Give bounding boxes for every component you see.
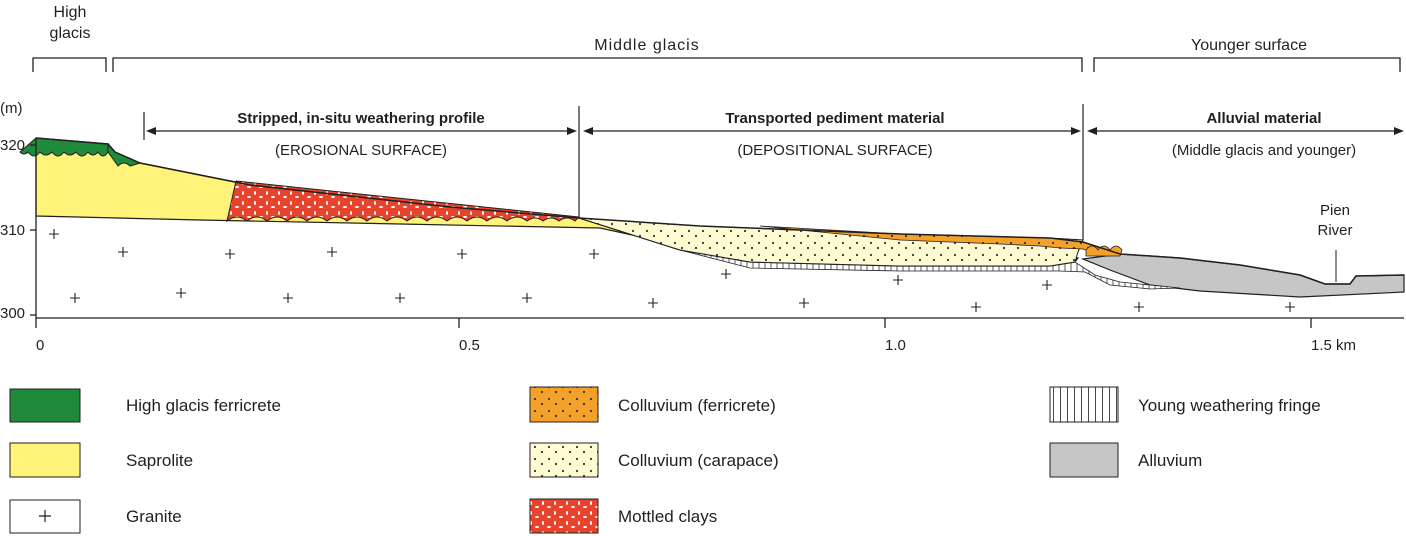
younger-surface-label: Younger surface <box>1191 37 1307 54</box>
y-tick-320: 320 <box>0 137 25 154</box>
legend-swatch-mottled-clays <box>529 498 599 534</box>
legend-label-alluvium: Alluvium <box>1138 451 1202 470</box>
x-tick-0: 0 <box>36 337 44 354</box>
legend-swatch-high-glacis-ferricrete <box>9 388 81 423</box>
legend-label-colluvium-carapace: Colluvium (carapace) <box>618 451 779 470</box>
x-tick-0-5: 0.5 <box>459 337 480 354</box>
legend-item-young-weathering-fringe: Young weathering fringe <box>1049 386 1321 423</box>
legend-swatch-colluvium-carapace <box>529 442 599 478</box>
y-tick-310: 310 <box>0 222 25 239</box>
middle-glacis-label: Middle glacis <box>594 37 699 54</box>
section-dividers <box>143 104 1404 240</box>
high-glacis-bracket <box>32 57 107 72</box>
middle-glacis-bracket <box>112 57 1083 72</box>
stripped-profile-title: Stripped, in-situ weathering profile <box>237 110 485 127</box>
axes <box>30 138 1404 328</box>
legend-item-mottled-clays: Mottled clays <box>529 498 717 534</box>
legend-swatch-alluvium <box>1049 442 1119 478</box>
legend-item-alluvium: Alluvium <box>1049 442 1202 478</box>
stripped-profile-subtitle: (EROSIONAL SURFACE) <box>275 142 447 159</box>
legend-label-young-weathering-fringe: Young weathering fringe <box>1138 396 1321 415</box>
younger-surface-bracket <box>1093 57 1401 72</box>
transported-material-title: Transported pediment material <box>725 110 944 127</box>
high-glacis-label-line1: High <box>54 4 87 21</box>
legend-item-colluvium-ferricrete: Colluvium (ferricrete) <box>529 386 776 423</box>
legend-label-granite: Granite <box>126 507 182 526</box>
legend-swatch-young-weathering-fringe <box>1049 386 1119 423</box>
legend-swatch-colluvium-ferricrete <box>529 386 599 423</box>
alluvial-material-title: Alluvial material <box>1206 110 1321 127</box>
high-glacis-label-line2: glacis <box>50 25 91 42</box>
river-label-line1: Pien <box>1320 202 1350 219</box>
surface-brackets <box>32 57 1401 72</box>
x-tick-1-5: 1.5 km <box>1311 337 1356 354</box>
transported-material-subtitle: (DEPOSITIONAL SURFACE) <box>737 142 932 159</box>
legend-label-saprolite: Saprolite <box>126 451 193 470</box>
alluvial-material-subtitle: (Middle glacis and younger) <box>1172 142 1356 159</box>
ground-surface-line <box>35 137 1405 285</box>
legend-label-mottled-clays: Mottled clays <box>618 507 717 526</box>
legend: High glacis ferricrete Saprolite Granite… <box>9 386 1321 534</box>
legend-item-colluvium-carapace: Colluvium (carapace) <box>529 442 779 478</box>
legend-item-high-glacis-ferricrete: High glacis ferricrete <box>9 388 281 423</box>
legend-item-saprolite: Saprolite <box>9 442 193 478</box>
granite-crosses <box>49 229 1295 312</box>
granite-layer <box>36 216 1404 318</box>
legend-label-colluvium-ferricrete: Colluvium (ferricrete) <box>618 396 776 415</box>
x-tick-1-0: 1.0 <box>885 337 906 354</box>
y-axis-unit: (m) <box>0 100 23 117</box>
y-tick-300: 300 <box>0 305 25 322</box>
legend-item-granite: Granite <box>9 499 182 534</box>
mottled-clays-layer <box>226 180 581 223</box>
legend-label-high-glacis-ferricrete: High glacis ferricrete <box>126 396 281 415</box>
legend-swatch-saprolite <box>9 442 81 478</box>
river-label-line2: River <box>1317 222 1352 239</box>
geological-section <box>19 137 1405 318</box>
